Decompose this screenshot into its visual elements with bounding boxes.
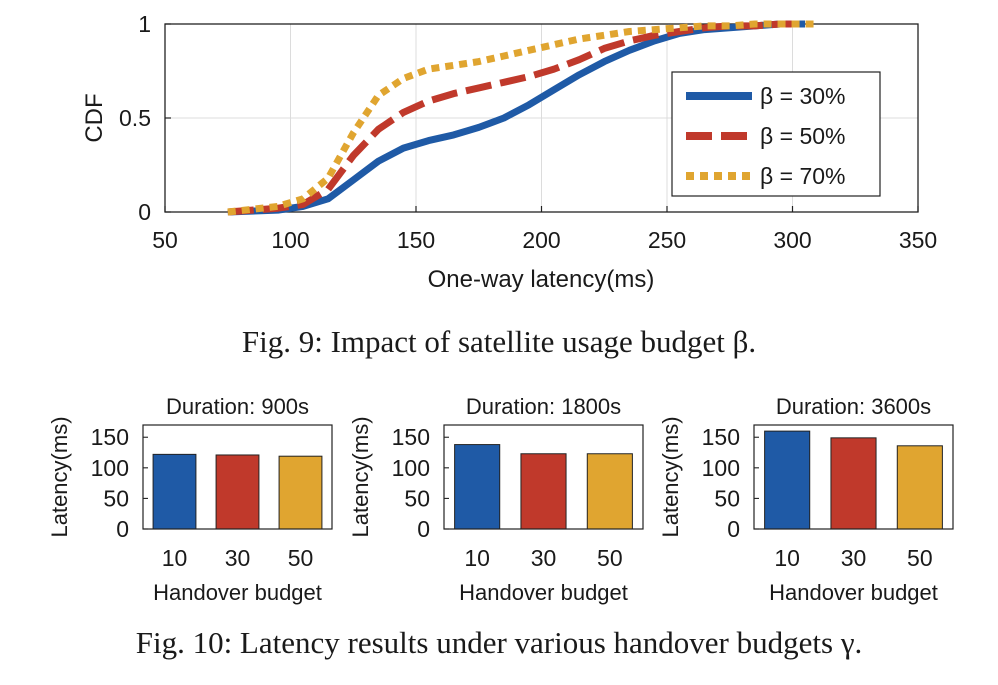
y-axis-label: Latency(ms) [348, 416, 373, 537]
y-tick-label: 50 [714, 485, 740, 511]
x-tick-label: 50 [152, 227, 178, 253]
x-tick-label: 10 [162, 545, 188, 571]
y-tick-label: 100 [702, 455, 740, 481]
series-line-dotted [227, 20, 818, 216]
legend-entry: β = 30% [760, 83, 845, 109]
bar-10 [152, 453, 197, 530]
y-tick-label: 50 [404, 485, 430, 511]
x-tick-label: 50 [907, 545, 933, 571]
legend: β = 30% β = 50% β = 70% [671, 71, 881, 197]
bar-30 [215, 454, 260, 530]
bar-10 [454, 444, 501, 530]
y-axis-label: Latency(ms) [47, 416, 72, 537]
x-tick-label: 30 [225, 545, 251, 571]
cdf-chart: 50 100 150 200 250 300 350 0 0.5 1 One-way latency… [81, 11, 937, 293]
bar-chart-title: Duration: 1800s [466, 394, 621, 419]
bar-chart-title: Duration: 3600s [776, 394, 931, 419]
fig10-caption: Fig. 10: Latency results under various h… [136, 625, 863, 660]
y-tick-label: 0 [417, 516, 430, 542]
y-tick-label: 50 [103, 485, 129, 511]
bar-chart-title: Duration: 900s [166, 394, 309, 419]
x-tick-label: 10 [774, 545, 800, 571]
x-axis-label: Handover budget [153, 580, 322, 605]
bar-10 [764, 430, 811, 530]
x-tick-label: 150 [397, 227, 435, 253]
x-axis-label: Handover budget [769, 580, 938, 605]
x-axis-label: One-way latency(ms) [428, 266, 655, 293]
bar-50 [586, 453, 633, 530]
x-tick-label: 50 [597, 545, 623, 571]
x-tick-label: 200 [522, 227, 560, 253]
bar-50 [278, 455, 323, 530]
y-tick-label: 100 [392, 455, 430, 481]
y-tick-label: 1 [138, 11, 151, 37]
y-tick-label: 150 [702, 424, 740, 450]
bar-panel: Duration: 3600s 10 30 50 0 50 100 150 Handover b… [658, 394, 954, 605]
bar-30 [830, 437, 877, 530]
legend-entry: β = 70% [760, 163, 845, 189]
x-tick-label: 30 [531, 545, 557, 571]
x-tick-label: 50 [288, 545, 314, 571]
y-tick-label: 0 [727, 516, 740, 542]
y-tick-label: 150 [392, 424, 430, 450]
x-axis-label: Handover budget [459, 580, 628, 605]
y-tick-label: 0 [116, 516, 129, 542]
plot-frame [142, 424, 333, 530]
bar-30 [520, 453, 567, 530]
y-tick-label: 100 [91, 455, 129, 481]
legend-entry: β = 50% [760, 123, 845, 149]
x-tick-label: 250 [648, 227, 686, 253]
plot-frame [443, 424, 644, 530]
fig9-caption: Fig. 9: Impact of satellite usage budget… [242, 324, 756, 359]
plot-frame [753, 424, 954, 530]
y-tick-label: 0.5 [119, 105, 151, 131]
y-tick-label: 150 [91, 424, 129, 450]
bar-panel: Duration: 1800s 10 30 50 0 50 100 150 Handover b… [348, 394, 644, 605]
x-tick-label: 30 [841, 545, 867, 571]
x-tick-label: 100 [271, 227, 309, 253]
x-tick-label: 350 [899, 227, 937, 253]
x-tick-label: 10 [464, 545, 490, 571]
bar-panel: Duration: 900s 10 30 50 0 50 100 150 Handover bu… [47, 394, 333, 605]
y-tick-label: 0 [138, 199, 151, 225]
y-axis-label: Latency(ms) [658, 416, 683, 537]
x-tick-label: 300 [773, 227, 811, 253]
y-axis-label: CDF [81, 93, 108, 142]
bar-50 [896, 445, 943, 530]
